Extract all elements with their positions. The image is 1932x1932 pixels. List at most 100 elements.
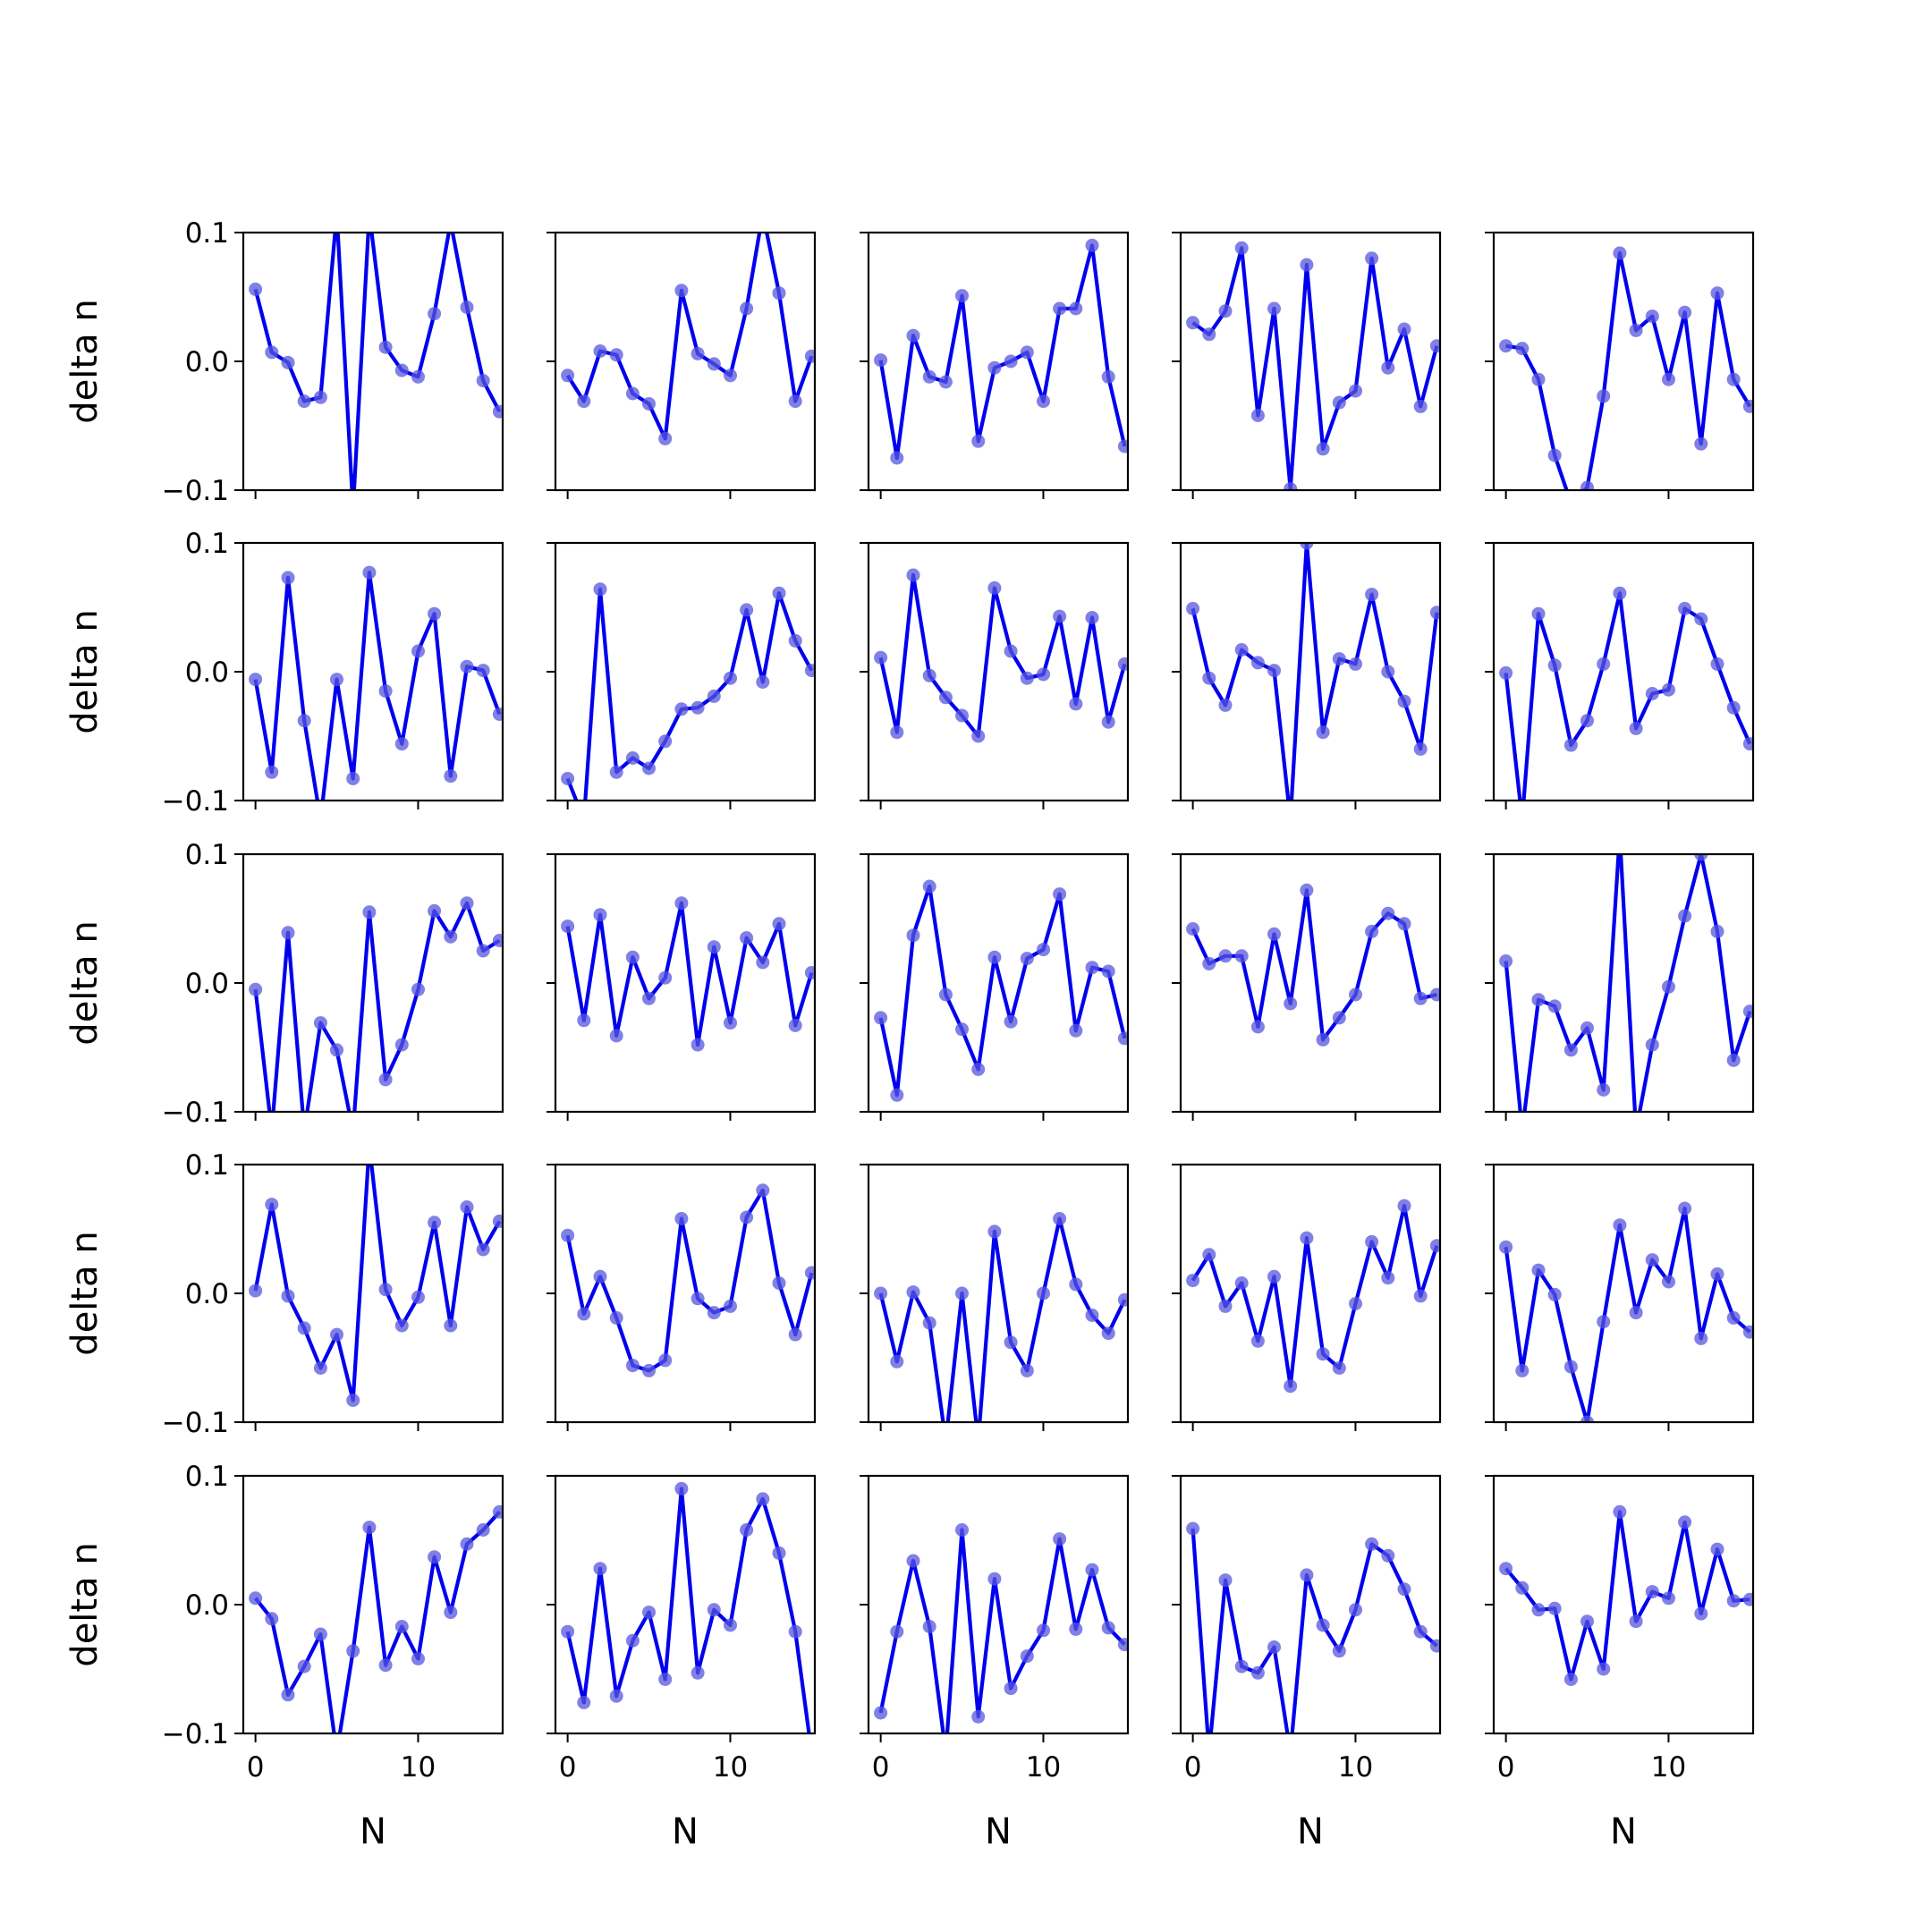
data-point [1037,394,1050,409]
data-point [740,1210,754,1224]
subplot-r3-c3 [860,852,1130,1121]
x-axis-label: N [360,1811,386,1852]
y-tick-label: −0.1 [162,1718,229,1750]
data-point [938,375,953,389]
data-point [593,1562,607,1576]
x-axis-label: N [672,1811,699,1852]
data-point [1531,1263,1546,1277]
data-point [492,1504,503,1519]
data-point [1397,1582,1411,1597]
data-point [922,369,936,384]
data-point [1397,322,1411,336]
data-point [955,708,969,723]
data-point [642,1363,656,1377]
data-point [428,606,442,621]
data-point [444,929,458,944]
y-tick-label: 0.1 [185,1149,229,1182]
data-point [772,917,786,931]
data-point [1662,372,1675,386]
series-line [878,572,1127,739]
data-point [1316,725,1330,740]
data-point [313,1627,327,1641]
data-point [804,1266,815,1280]
data-point [1397,917,1411,931]
subplot-r2-c5 [1485,541,1755,809]
data-point [1413,1289,1428,1303]
data-point [658,970,673,985]
data-point [297,394,311,409]
subplot-r1-c5 [1485,231,1755,499]
data-point [1117,439,1128,453]
data-point [1694,854,1708,861]
data-point [476,374,490,388]
marker-group [1499,246,1753,490]
data-point [1365,1537,1379,1551]
data-point [1300,1231,1314,1245]
data-point [955,289,969,303]
data-point [1515,1580,1530,1595]
data-point [1365,588,1379,602]
data-point [362,565,377,580]
marker-group [874,568,1128,743]
data-point [1186,1521,1200,1536]
data-point [955,1022,969,1037]
data-point [1020,345,1034,360]
data-point [788,1019,802,1032]
data-point [1413,741,1428,756]
data-point [625,1633,640,1648]
data-point [561,772,575,785]
data-point [1499,1240,1513,1254]
data-point [330,1327,343,1342]
data-point [1004,354,1018,369]
data-point [724,1618,737,1632]
data-point [1316,1032,1330,1046]
data-point [330,1043,343,1057]
data-point [625,1359,640,1373]
data-point [249,1591,263,1606]
data-point [906,1554,920,1568]
data-point [1069,1023,1083,1038]
data-point [1117,1292,1128,1307]
series-line [565,901,814,1047]
data-point [577,1695,591,1709]
data-point [1218,949,1233,963]
data-point [476,1523,490,1537]
subplot-r3-c5 [1485,852,1755,1121]
data-point [476,1242,490,1257]
series-line [1191,888,1437,1042]
data-point [955,1286,969,1301]
data-point [444,1606,458,1620]
data-point [1004,1335,1018,1350]
data-point [691,1292,705,1306]
data-point [1365,251,1379,266]
x-tick-label: 10 [401,1751,436,1784]
data-point [1101,715,1115,729]
data-point [740,1523,754,1537]
data-point [609,765,623,779]
marker-group [249,1198,503,1407]
data-point [1020,671,1034,685]
data-point [1429,1239,1440,1253]
data-point [476,944,490,958]
data-point [1429,606,1440,620]
data-point [1020,952,1034,966]
data-point [394,737,409,751]
data-point [1085,1563,1099,1577]
data-point [756,1492,770,1506]
series-line [878,1216,1127,1422]
subplot-r5-c4: 0 10 N [1172,1474,1442,1852]
data-point [1645,687,1659,700]
data-point [1332,1361,1346,1375]
data-point [1037,667,1050,682]
data-point [1085,1309,1099,1322]
marker-group [1186,883,1440,1046]
data-point [658,734,673,749]
data-point [674,1481,689,1496]
data-point [906,568,920,582]
data-point [1300,1568,1314,1582]
data-point [561,1624,575,1639]
data-point [1726,372,1741,386]
data-point [1004,1682,1018,1696]
series-line [1191,246,1439,490]
y-tick-label: 0.1 [185,839,229,871]
